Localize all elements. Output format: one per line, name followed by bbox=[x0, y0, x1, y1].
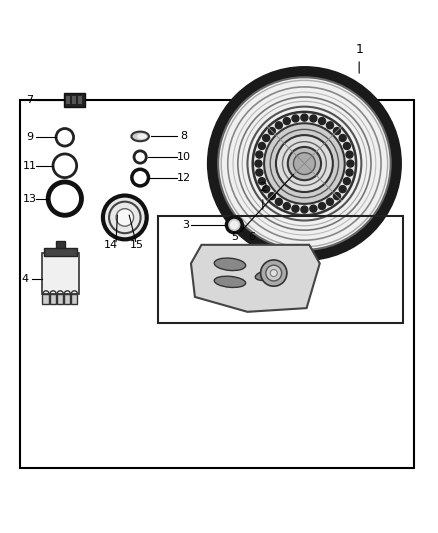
Circle shape bbox=[230, 221, 239, 229]
Text: 2: 2 bbox=[259, 181, 267, 209]
Ellipse shape bbox=[214, 258, 246, 271]
Circle shape bbox=[333, 192, 340, 199]
Text: 12: 12 bbox=[177, 173, 191, 183]
Circle shape bbox=[310, 115, 317, 122]
Circle shape bbox=[318, 203, 325, 209]
Circle shape bbox=[268, 192, 276, 199]
Text: 14: 14 bbox=[104, 240, 118, 249]
Circle shape bbox=[276, 122, 283, 129]
Circle shape bbox=[103, 196, 147, 239]
Circle shape bbox=[288, 147, 321, 180]
Circle shape bbox=[292, 115, 299, 122]
Circle shape bbox=[276, 135, 333, 192]
Circle shape bbox=[346, 169, 353, 176]
Text: 11: 11 bbox=[23, 161, 37, 171]
Circle shape bbox=[263, 134, 270, 142]
Bar bbox=[57, 294, 63, 304]
Circle shape bbox=[256, 169, 263, 176]
Circle shape bbox=[226, 217, 242, 233]
Text: 3: 3 bbox=[182, 220, 189, 230]
Bar bbox=[20, 100, 414, 468]
Circle shape bbox=[253, 112, 356, 215]
Circle shape bbox=[116, 209, 134, 226]
Text: 9: 9 bbox=[26, 132, 33, 142]
Bar bbox=[64, 294, 70, 304]
Circle shape bbox=[283, 203, 290, 209]
Circle shape bbox=[270, 270, 277, 277]
Circle shape bbox=[292, 205, 299, 212]
Circle shape bbox=[339, 134, 346, 142]
Bar bbox=[158, 216, 403, 324]
Text: 4: 4 bbox=[22, 273, 29, 284]
Circle shape bbox=[261, 260, 287, 286]
Circle shape bbox=[293, 152, 315, 174]
Text: 8: 8 bbox=[180, 132, 187, 141]
Text: 1: 1 bbox=[355, 43, 363, 73]
Circle shape bbox=[212, 71, 396, 255]
Text: 13: 13 bbox=[23, 193, 37, 204]
Bar bbox=[56, 241, 64, 248]
Circle shape bbox=[333, 127, 340, 134]
Ellipse shape bbox=[137, 134, 147, 139]
Text: 15: 15 bbox=[130, 240, 144, 249]
Circle shape bbox=[301, 114, 308, 121]
Bar bbox=[66, 96, 70, 104]
Circle shape bbox=[258, 142, 265, 149]
Text: 10: 10 bbox=[177, 152, 191, 162]
Circle shape bbox=[256, 151, 263, 158]
Circle shape bbox=[346, 151, 353, 158]
Text: 5: 5 bbox=[231, 232, 238, 242]
Circle shape bbox=[326, 198, 333, 205]
Ellipse shape bbox=[255, 270, 279, 280]
Bar bbox=[72, 96, 76, 104]
Bar bbox=[49, 294, 56, 304]
PathPatch shape bbox=[191, 245, 320, 312]
Circle shape bbox=[343, 142, 350, 149]
Text: 6: 6 bbox=[248, 232, 255, 242]
Circle shape bbox=[347, 160, 354, 167]
Ellipse shape bbox=[214, 276, 246, 287]
Ellipse shape bbox=[131, 132, 149, 141]
Bar bbox=[42, 294, 49, 304]
Circle shape bbox=[339, 185, 346, 192]
Circle shape bbox=[258, 177, 265, 184]
Circle shape bbox=[255, 160, 262, 167]
Circle shape bbox=[266, 265, 282, 281]
Circle shape bbox=[283, 118, 290, 125]
Text: 7: 7 bbox=[26, 95, 33, 105]
Circle shape bbox=[318, 118, 325, 125]
Circle shape bbox=[310, 205, 317, 212]
Bar bbox=[64, 93, 85, 107]
Circle shape bbox=[276, 198, 283, 205]
Bar bbox=[42, 253, 79, 294]
Circle shape bbox=[343, 177, 350, 184]
Bar bbox=[71, 294, 77, 304]
Bar bbox=[78, 96, 82, 104]
Circle shape bbox=[263, 185, 270, 192]
Bar bbox=[44, 248, 77, 255]
Circle shape bbox=[264, 123, 345, 204]
Circle shape bbox=[301, 206, 308, 213]
Circle shape bbox=[326, 122, 333, 129]
Circle shape bbox=[268, 127, 276, 134]
